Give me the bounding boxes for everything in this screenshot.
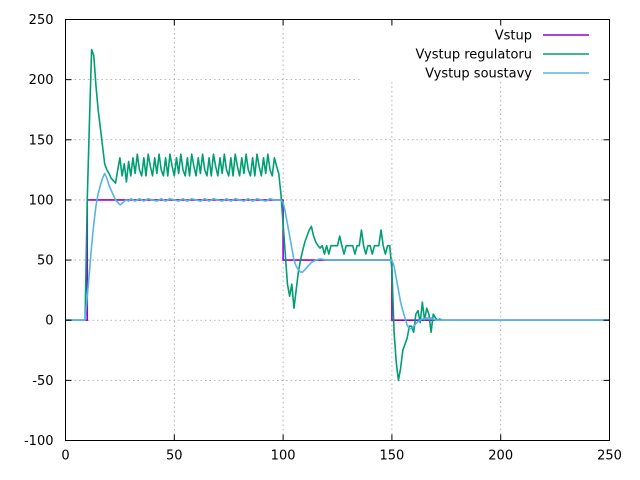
y-tick-label: 50	[37, 254, 54, 269]
y-tick-label: -50	[32, 374, 53, 389]
x-tick-label: 0	[61, 449, 69, 464]
y-tick-label: 100	[29, 193, 54, 208]
legend-label-vystup-regulatoru: Vystup regulatoru	[416, 48, 533, 63]
y-tick-label: 250	[29, 13, 54, 28]
axis-ticks: 0 50 100 150 200 250 -100 -50 0 50 100 150 200 250	[24, 13, 622, 464]
x-tick-label: 50	[166, 449, 183, 464]
x-tick-label: 250	[597, 449, 622, 464]
series-group	[65, 48, 610, 382]
x-tick-label: 150	[379, 449, 404, 464]
grid	[65, 19, 610, 441]
y-tick-label: 200	[29, 73, 54, 88]
x-tick-label: 100	[271, 449, 296, 464]
y-tick-label: -100	[24, 434, 54, 449]
legend-label-vstup: Vstup	[495, 29, 532, 44]
plot-frame	[65, 19, 610, 441]
legend: Vstup Vystup regulatoru Vystup soustavy	[416, 29, 589, 82]
legend-label-vystup-soustavy: Vystup soustavy	[425, 67, 532, 82]
series-line-vystup-soustavy	[65, 172, 610, 330]
y-tick-label: 150	[29, 133, 54, 148]
series-line-vystup-regulatoru	[65, 48, 610, 382]
y-tick-label: 0	[45, 314, 53, 329]
x-tick-label: 200	[488, 449, 513, 464]
